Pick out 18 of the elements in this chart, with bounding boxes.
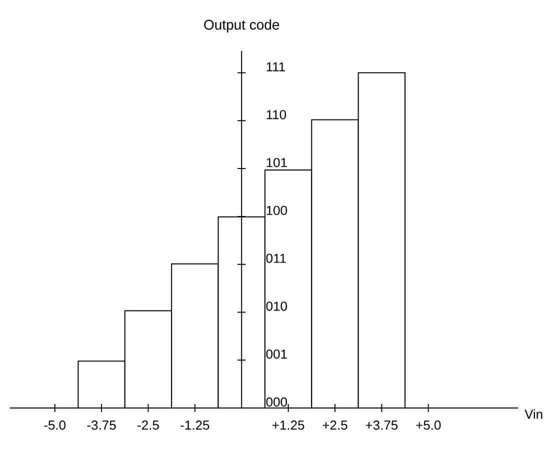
x-tick-label: -3.75 [87, 420, 116, 430]
text: 111 [266, 62, 285, 72]
x-tick-label: -2.5 [138, 420, 159, 430]
annotation: 010 [266, 302, 287, 311]
x-axis-title: Vin [524, 409, 542, 419]
x-tick-label: -5.0 [44, 420, 66, 430]
x-tick-label: +3.75 [366, 420, 398, 430]
x-tick-label: +5.0 [416, 420, 441, 430]
annotation: 011 [266, 254, 286, 263]
x-tick-label: -1.25 [180, 420, 210, 430]
y-axis-title: Output code [204, 19, 280, 32]
annotation: 100 [266, 206, 287, 216]
annotation: 001 [266, 350, 287, 359]
annotation: 110 [266, 110, 286, 120]
annotation: 101 [266, 158, 287, 168]
x-tick-label: +2.5 [322, 420, 348, 430]
annotation: 000 [266, 397, 287, 407]
x-tick-label: +1.25 [272, 420, 304, 430]
